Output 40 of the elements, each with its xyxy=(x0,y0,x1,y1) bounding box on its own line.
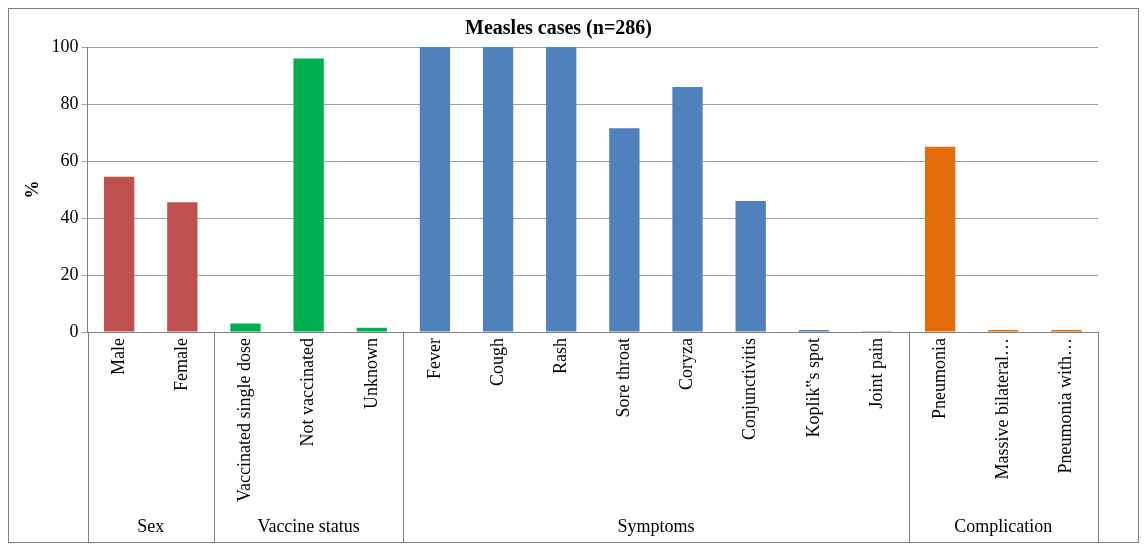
x-tick-label: Vaccinated single dose xyxy=(234,338,255,503)
chart-title: Measles cases (n=286) xyxy=(465,16,652,40)
x-tick-label: Fever xyxy=(423,338,444,380)
x-tick-label: Conjunctivitis xyxy=(739,338,760,441)
bar xyxy=(482,47,514,332)
x-tick-label: Sore throat xyxy=(613,338,634,418)
text: Symptoms xyxy=(617,515,695,536)
bar xyxy=(609,128,640,332)
x-tick-label: Cough xyxy=(486,338,507,387)
x-tick-label: Pneumonia with… xyxy=(1055,338,1076,474)
bar xyxy=(546,47,577,332)
bar xyxy=(924,146,956,332)
bar xyxy=(167,202,198,332)
y-tick-label: 20 xyxy=(60,263,79,284)
bar xyxy=(735,200,766,332)
x-tick-label: Unknown xyxy=(360,338,381,410)
x-tick-label: Joint pain xyxy=(865,338,886,409)
bar xyxy=(356,327,387,332)
bar xyxy=(230,323,261,332)
text: Complication xyxy=(954,515,1053,536)
x-tick-label: Koplik‟s spot xyxy=(802,338,823,438)
x-tick-label: Rash xyxy=(549,338,570,375)
x-tick-label: Pneumonia xyxy=(928,338,949,420)
x-tick-label: Not vaccinated xyxy=(297,338,318,447)
x-tick-label: Male xyxy=(107,338,128,376)
bar xyxy=(672,86,703,332)
bar xyxy=(293,58,324,332)
text: Sex xyxy=(137,515,165,536)
y-tick-label: 40 xyxy=(60,206,79,227)
y-tick-label: 80 xyxy=(60,92,79,113)
bar xyxy=(104,176,135,332)
y-tick-label: 100 xyxy=(51,35,79,56)
y-tick-label: 0 xyxy=(69,320,79,341)
bar xyxy=(419,47,451,332)
x-tick-label: Female xyxy=(171,338,192,392)
y-tick-label: 60 xyxy=(60,149,79,170)
y-axis-title: % xyxy=(22,180,43,199)
x-tick-label: Coryza xyxy=(676,338,697,391)
x-tick-label: Massive bilateral… xyxy=(992,338,1013,480)
text: Vaccine status xyxy=(257,515,360,536)
